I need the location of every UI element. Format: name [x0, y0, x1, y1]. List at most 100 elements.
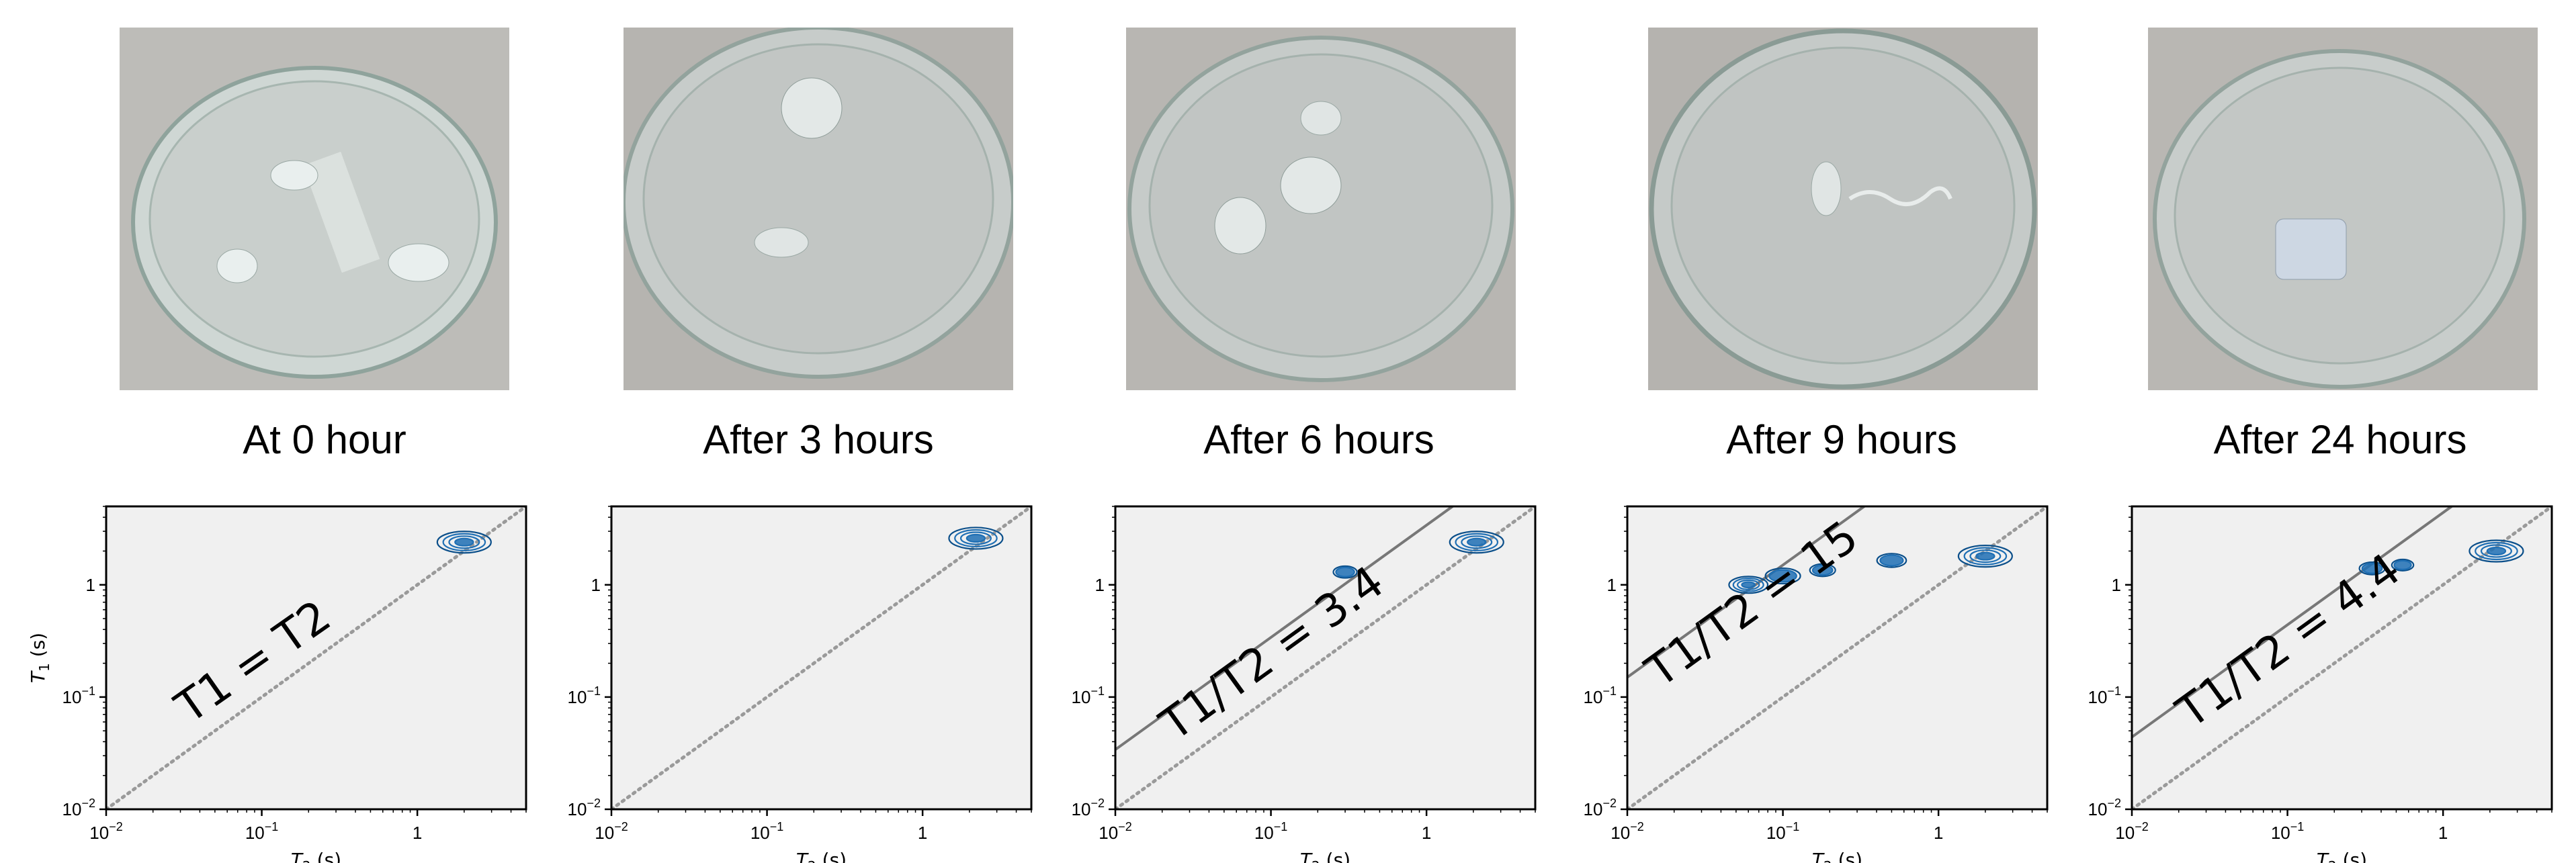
contour-level — [959, 531, 992, 545]
y-tick-label: 10−1 — [1584, 684, 1617, 707]
caption-3h: After 3 hours — [703, 417, 934, 462]
contour-level — [1461, 535, 1493, 549]
contour-level — [1335, 566, 1355, 578]
y-tick-label: 1 — [1607, 575, 1617, 595]
x-tick-label: 10−2 — [1611, 820, 1643, 843]
contour-level — [2391, 558, 2415, 572]
identity-line — [106, 506, 526, 809]
y-tick-label: 10−1 — [568, 684, 601, 707]
contour-level — [1957, 545, 2013, 568]
plot-frame — [1114, 505, 1537, 811]
contour-level — [1455, 533, 1499, 551]
plot-content — [1115, 506, 1535, 809]
photo-dish-0h — [120, 28, 509, 390]
contour-level — [1736, 579, 1760, 590]
x-tick-label: 1 — [413, 823, 422, 843]
plot-frame — [2131, 505, 2553, 811]
y-axis-label: T1 (s) — [27, 633, 52, 683]
contour-level — [2361, 563, 2383, 574]
contour-level — [2475, 541, 2518, 561]
x-axis-label: T2 (s) — [1300, 849, 1350, 863]
plot-content — [106, 506, 526, 809]
contour-peak — [1957, 545, 2013, 568]
ratio-line — [1627, 506, 1867, 679]
contour-level — [1764, 567, 1801, 585]
plot-frame — [1626, 505, 2049, 811]
contour-level — [1449, 531, 1504, 554]
identity-line — [611, 506, 1031, 809]
y-tick-label: 1 — [2112, 575, 2121, 595]
x-tick-label: 1 — [1934, 823, 1943, 843]
photo-dish-24h — [2148, 28, 2538, 390]
x-tick-label: 10−2 — [89, 820, 122, 843]
contour-peak — [948, 527, 1004, 550]
contour-level — [436, 531, 492, 554]
contour-level — [954, 529, 998, 548]
contour-level — [442, 533, 486, 551]
contour-level — [1876, 553, 1907, 568]
contour-level — [1467, 537, 1487, 547]
x-tick-label: 1 — [918, 823, 927, 843]
y-tick-label: 10−2 — [1072, 797, 1105, 819]
contour-level — [1811, 564, 1834, 576]
contour-peak — [1449, 531, 1504, 554]
y-tick-label: 10−1 — [1072, 684, 1105, 707]
x-axis-label: T2 (s) — [2317, 849, 2367, 863]
contour-level — [1975, 551, 1995, 561]
y-tick-label: 1 — [591, 575, 601, 595]
plot-content — [2132, 506, 2552, 809]
contour-level — [1332, 565, 1358, 579]
contour-level — [965, 533, 986, 543]
petri-dish-image — [624, 28, 1013, 390]
plot-panel-1: 10−210−2 10−1 10−1 1 1 T2 (s) — [568, 505, 1033, 863]
x-tick-label: 1 — [1422, 823, 1431, 843]
caption-9h: After 9 hours — [1726, 417, 1957, 462]
contour-peak — [1809, 563, 1836, 578]
contour-peak — [2468, 539, 2524, 563]
contour-level — [1728, 576, 1769, 594]
y-tick-label: 10−1 — [62, 684, 95, 707]
x-tick-label: 10−2 — [595, 820, 628, 843]
plot-panel-2: T1/T2 = 3.410−210−210−110−111T2 (s) — [1072, 505, 1537, 863]
contour-level — [2358, 561, 2386, 576]
photo-dish-3h — [624, 28, 1013, 390]
y-tick-label: 1 — [1095, 575, 1105, 595]
petri-dish-image — [120, 28, 509, 390]
x-tick-label: 10−1 — [1254, 820, 1287, 843]
plot-content — [611, 506, 1031, 809]
petri-dish-image — [1648, 28, 2038, 390]
x-axis-label: T2 (s) — [291, 849, 341, 863]
contour-level — [1963, 547, 2008, 565]
caption-0h: At 0 hour — [243, 417, 406, 462]
contour-peak — [1876, 553, 1907, 568]
contour-level — [454, 537, 474, 547]
ratio-line — [1115, 506, 1455, 751]
plot-content — [1627, 506, 2047, 809]
identity-line — [1115, 506, 1535, 809]
ratio-line — [2132, 506, 2454, 739]
y-tick-label: 10−2 — [2088, 797, 2121, 819]
contour-level — [448, 535, 480, 549]
caption-24h: After 24 hours — [2213, 417, 2467, 462]
x-axis-label: T2 (s) — [1812, 849, 1862, 863]
caption-6h: After 6 hours — [1203, 417, 1434, 462]
plot-frame — [610, 505, 1033, 811]
contour-level — [1741, 581, 1756, 589]
petri-dish-image — [2148, 28, 2538, 390]
plot-panel-4: T1/T2 = 4.410−210−210−110−111T2 (s) — [2088, 505, 2553, 863]
y-tick-label: 10−2 — [568, 797, 601, 819]
contour-level — [2486, 546, 2507, 556]
contour-peak — [1764, 567, 1801, 585]
contour-level — [2393, 559, 2412, 570]
x-tick-label: 10−2 — [1099, 820, 1131, 843]
y-tick-label: 10−2 — [62, 797, 95, 819]
contour-level — [1879, 554, 1904, 567]
contour-level — [2468, 539, 2524, 563]
contour-peak — [436, 531, 492, 554]
plot-frame — [105, 505, 527, 811]
x-tick-label: 1 — [2438, 823, 2448, 843]
photo-dish-9h — [1648, 28, 2038, 390]
x-tick-label: 10−1 — [1766, 820, 1799, 843]
